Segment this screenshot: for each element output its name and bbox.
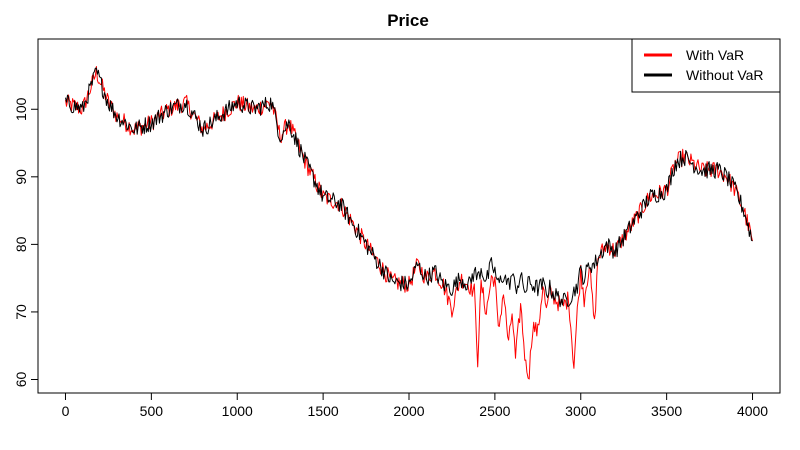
y-tick-label-0: 60 [13,371,29,387]
series-layer [65,66,753,380]
x-tick-label-6: 3000 [565,403,596,419]
x-tick-label-5: 2500 [479,403,510,419]
x-tick-label-8: 4000 [737,403,768,419]
series-line-without-var [65,67,753,308]
y-tick-label-2: 80 [13,236,29,252]
y-tick-label-4: 100 [13,97,29,121]
chart-title: Price [387,11,429,30]
y-tick-label-3: 90 [13,169,29,185]
x-tick-label-2: 1000 [222,403,253,419]
x-tick-label-0: 0 [62,403,70,419]
y-tick-label-1: 70 [13,304,29,320]
legend-label-1: Without VaR [686,67,764,83]
legend: With VaR Without VaR [631,38,781,93]
x-axis: 0 500 1000 1500 2000 2500 3000 3500 4000 [62,393,768,419]
x-tick-label-7: 3500 [651,403,682,419]
x-tick-label-4: 2000 [393,403,424,419]
x-tick-label-1: 500 [140,403,164,419]
y-axis: 60 70 80 90 100 [13,97,38,387]
legend-label-0: With VaR [686,47,744,63]
legend-box [631,38,781,93]
x-tick-label-3: 1500 [308,403,339,419]
